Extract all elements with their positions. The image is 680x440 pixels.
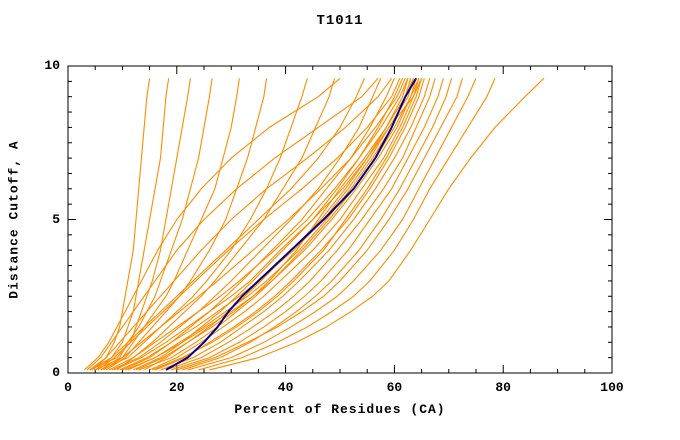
model-curve [135, 78, 414, 371]
model-curve [209, 77, 545, 371]
model-curve [198, 78, 496, 371]
y-tick-label: 0 [52, 365, 60, 380]
model-curve [86, 77, 379, 371]
y-axis-label: Distance Cutoff, A [6, 140, 22, 299]
model-curve [160, 78, 431, 371]
x-tick-label: 60 [386, 380, 403, 395]
model-curve [138, 78, 417, 371]
model-curve [92, 77, 393, 371]
model-curve [182, 78, 453, 371]
model-curve [103, 78, 406, 371]
model-curve [176, 78, 463, 371]
model-curve [108, 78, 409, 371]
model-curve [124, 78, 420, 371]
model-curve [165, 78, 436, 371]
model-curve [127, 78, 412, 371]
model-curve [149, 78, 420, 371]
x-tick-label: 100 [600, 380, 624, 395]
model-curve [171, 78, 444, 371]
y-tick-label: 5 [52, 211, 60, 227]
model-curve [97, 78, 401, 371]
model-curve [83, 77, 341, 371]
model-curve [154, 78, 425, 371]
model-curve [94, 78, 170, 371]
chart-title: T1011 [316, 13, 364, 29]
model-curve [187, 78, 477, 371]
model-curve [89, 78, 151, 371]
model-curve [94, 78, 240, 371]
model-curve [89, 78, 191, 371]
x-axis-label: Percent of Residues (CA) [234, 402, 446, 417]
model-curve [111, 78, 382, 371]
median-curve [165, 77, 418, 371]
x-tick-label: 80 [495, 380, 511, 395]
y-tick-label: 10 [44, 58, 60, 73]
model-curve [114, 78, 423, 371]
model-curve [105, 78, 268, 371]
model-curve [89, 78, 365, 371]
model-curve [152, 78, 423, 371]
x-tick-label: 20 [168, 380, 185, 395]
x-tick-label: 0 [64, 380, 72, 395]
model-curve [116, 78, 336, 371]
x-tick-label: 40 [277, 380, 294, 395]
model-curve [100, 78, 308, 371]
